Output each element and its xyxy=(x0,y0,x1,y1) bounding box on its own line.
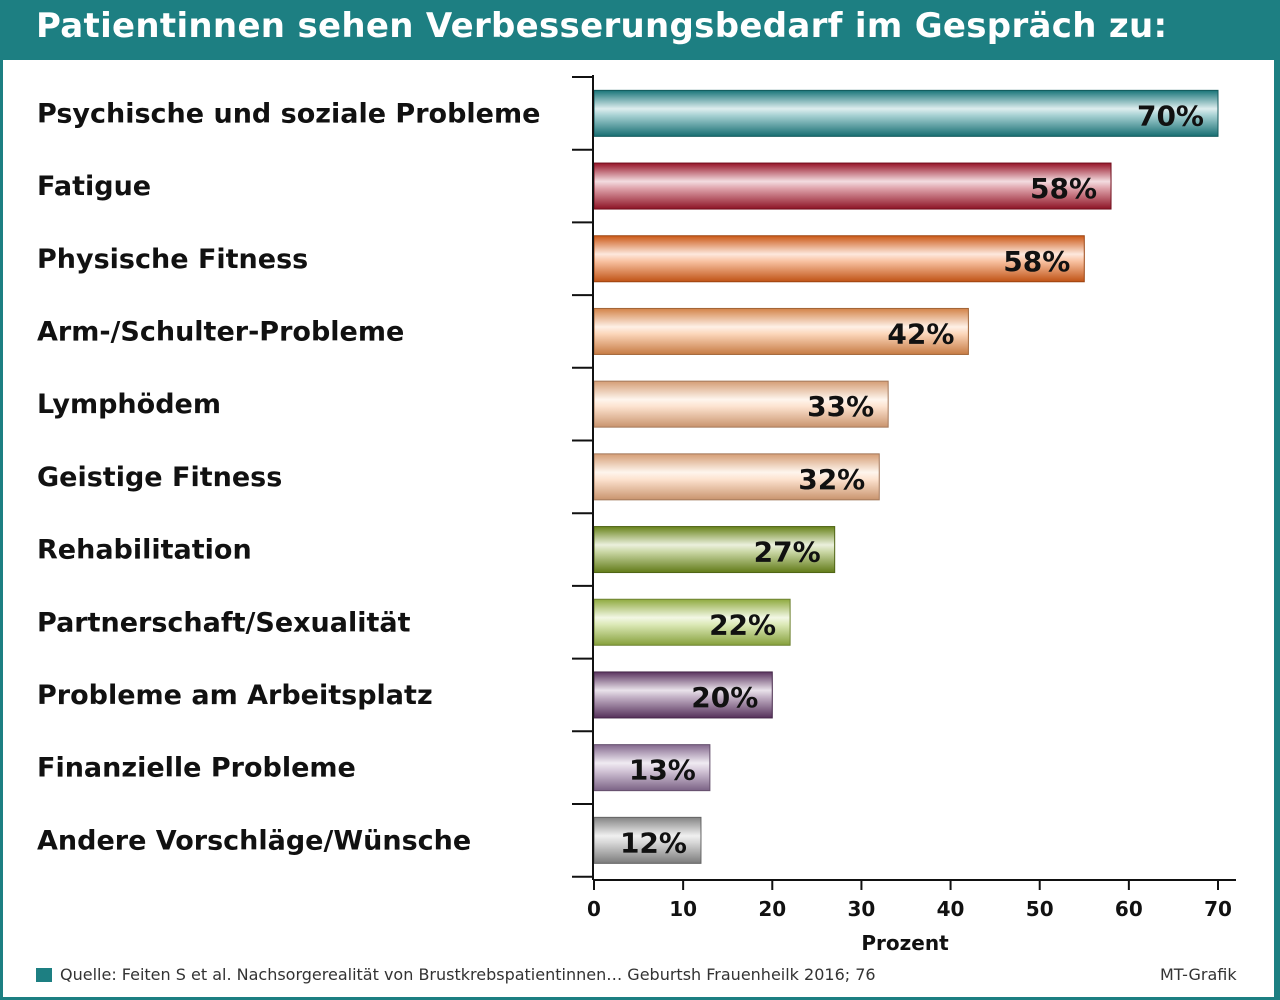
x-tick-label: 50 xyxy=(1026,897,1054,921)
value-label: 13% xyxy=(629,754,696,787)
value-label: 12% xyxy=(620,826,687,859)
title-bar: Patientinnen sehen Verbesserungsbedarf i… xyxy=(0,0,1280,54)
value-label: 42% xyxy=(887,317,954,350)
category-label: Physische Fitness xyxy=(37,244,308,275)
value-label: 33% xyxy=(807,390,874,423)
category-label: Probleme am Arbeitsplatz xyxy=(37,680,433,711)
x-tick-label: 40 xyxy=(937,897,965,921)
category-label: Rehabilitation xyxy=(37,535,252,566)
x-tick-label: 0 xyxy=(587,897,601,921)
category-label: Andere Vorschläge/Wünsche xyxy=(37,825,471,856)
x-axis-label: Prozent xyxy=(861,931,949,955)
source-marker xyxy=(36,968,52,982)
category-label: Lymphödem xyxy=(37,389,221,420)
x-tick-label: 20 xyxy=(758,897,786,921)
value-label: 22% xyxy=(709,608,776,641)
bar xyxy=(593,235,1085,283)
x-tick-label: 10 xyxy=(669,897,697,921)
value-label: 27% xyxy=(754,536,821,569)
x-tick-label: 30 xyxy=(848,897,876,921)
bar xyxy=(593,307,969,355)
category-label: Arm-/Schulter-Probleme xyxy=(37,316,404,347)
value-label: 70% xyxy=(1137,99,1204,132)
value-label: 58% xyxy=(1003,245,1070,278)
category-label: Partnerschaft/Sexualität xyxy=(37,607,411,638)
x-tick-label: 70 xyxy=(1204,897,1232,921)
value-label: 32% xyxy=(798,463,865,496)
bar xyxy=(593,453,880,501)
source-note: Quelle: Feiten S et al. Nachsorgerealitä… xyxy=(60,965,876,984)
bar xyxy=(593,380,889,428)
bar xyxy=(593,526,836,574)
bar xyxy=(593,671,773,719)
category-label: Fatigue xyxy=(37,171,151,202)
x-tick-label: 60 xyxy=(1115,897,1143,921)
chart-title: Patientinnen sehen Verbesserungsbedarf i… xyxy=(36,6,1168,46)
category-label: Psychische und soziale Probleme xyxy=(37,98,540,129)
bar xyxy=(593,162,1112,210)
category-label: Geistige Fitness xyxy=(37,462,282,493)
credit-note: MT-Grafik xyxy=(1160,965,1237,984)
bar xyxy=(593,598,791,646)
value-label: 20% xyxy=(691,681,758,714)
value-label: 58% xyxy=(1030,172,1097,205)
bar xyxy=(593,816,702,864)
bar xyxy=(593,89,1219,137)
category-label: Finanzielle Probleme xyxy=(37,753,356,784)
